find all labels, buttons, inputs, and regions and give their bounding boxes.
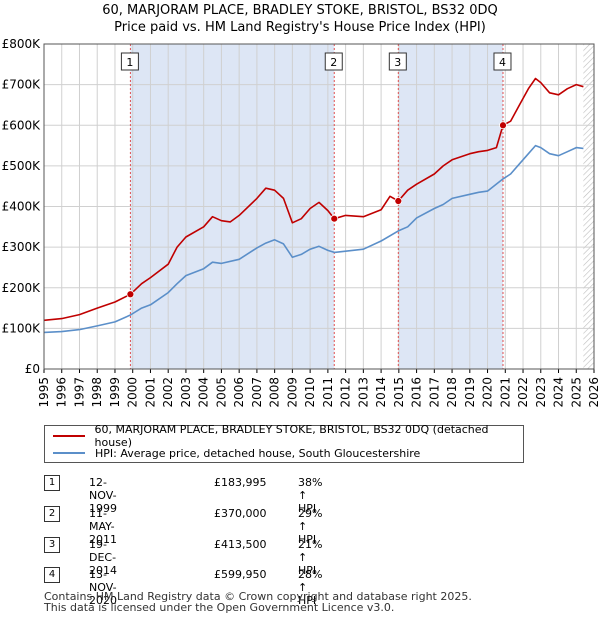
x-tick-label: 2010 xyxy=(303,377,317,408)
sale-point xyxy=(394,197,403,205)
y-tick-label: £800K xyxy=(2,37,42,51)
x-tick-label: 1999 xyxy=(108,377,122,408)
x-tick-label: 2007 xyxy=(250,377,264,408)
transaction-price: £183,995 xyxy=(214,476,267,489)
y-tick-label: £500K xyxy=(2,159,42,173)
transaction-date: 11-MAY-2011 xyxy=(89,507,117,546)
chart-title-line2: Price paid vs. HM Land Registry's House … xyxy=(114,20,486,35)
hpi-series-line xyxy=(43,144,584,334)
transaction-price: £599,950 xyxy=(214,568,267,581)
footer-copyright: Contains HM Land Registry data © Crown c… xyxy=(44,590,472,603)
x-tick-label: 2001 xyxy=(143,377,157,408)
sale-marker-label: 3 xyxy=(394,56,401,69)
sale-marker-box xyxy=(120,52,139,71)
x-tick-label: 2000 xyxy=(126,377,140,408)
transaction-hpi: 21% ↑ HPI xyxy=(298,538,323,577)
x-tick-label: 2022 xyxy=(516,377,530,408)
sale-marker-box xyxy=(493,52,512,71)
x-tick-label: 2024 xyxy=(552,377,566,408)
sale-marker-label: 2 xyxy=(330,56,337,69)
sale-marker-box xyxy=(324,52,343,71)
sale-marker-label: 4 xyxy=(499,56,506,69)
transaction-number: 1 xyxy=(44,475,60,491)
footer: Contains HM Land Registry data © Crown c… xyxy=(44,591,472,613)
transaction-hpi: 28% ↑ HPI xyxy=(298,568,323,607)
x-tick-label: 2009 xyxy=(285,377,299,408)
transaction-price: £370,000 xyxy=(214,507,267,520)
x-tick-label: 2004 xyxy=(197,377,211,408)
x-tick-label: 2006 xyxy=(232,377,246,408)
x-tick-label: 1997 xyxy=(72,377,86,408)
sale-point xyxy=(126,290,135,299)
x-tick-label: 2012 xyxy=(339,377,353,408)
sale-point xyxy=(499,121,507,130)
y-tick-label: £600K xyxy=(2,118,42,132)
plot-frame xyxy=(43,43,595,370)
y-tick-label: £100K xyxy=(2,321,42,335)
x-tick-label: 2002 xyxy=(161,377,175,408)
price-chart: £0 £100K £200K £300K £400K £500K £600K £700K £80… xyxy=(2,37,600,408)
transaction-date: 19-DEC-2014 xyxy=(89,538,117,577)
x-tick-label: 1998 xyxy=(90,377,104,408)
transaction-number: 4 xyxy=(44,567,60,583)
footer-licence: This data is licensed under the Open Gov… xyxy=(44,601,395,614)
x-tick-label: 2020 xyxy=(481,377,495,408)
x-tick-label: 2021 xyxy=(498,377,512,408)
y-tick-label: £200K xyxy=(2,281,42,295)
legend: 60, MARJORAM PLACE, BRADLEY STOKE, BRIST… xyxy=(44,423,524,463)
legend-label-hpi: HPI: Average price, detached house, Sout… xyxy=(95,446,421,460)
transaction-hpi: 38% ↑ HPI xyxy=(298,476,323,515)
transaction-date: 12-NOV-1999 xyxy=(89,476,117,515)
x-tick-label: 2017 xyxy=(427,377,441,408)
x-tick-label: 2005 xyxy=(214,377,228,408)
sale-marker-label: 1 xyxy=(126,56,133,69)
x-tick-label: 2026 xyxy=(587,377,600,408)
transaction-number: 3 xyxy=(44,537,60,553)
legend-label-property: 60, MARJORAM PLACE, BRADLEY STOKE, BRIST… xyxy=(94,423,489,449)
legend-item-property: 60, MARJORAM PLACE, BRADLEY STOKE, BRIST… xyxy=(53,423,523,449)
x-tick-label: 2011 xyxy=(321,377,335,408)
x-tick-label: 2015 xyxy=(392,377,406,408)
transaction-hpi: 29% ↑ HPI xyxy=(298,507,323,546)
legend-swatch-hpi xyxy=(53,452,85,454)
chart-title-line1: 60, MARJORAM PLACE, BRADLEY STOKE, BRIST… xyxy=(102,3,498,18)
x-tick-label: 2025 xyxy=(569,377,583,408)
transaction-date: 13-NOV-2020 xyxy=(89,568,117,607)
legend-swatch-property xyxy=(53,435,85,437)
x-tick-label: 1996 xyxy=(55,377,69,408)
x-tick-label: 2013 xyxy=(356,377,370,408)
legend-item-hpi: HPI: Average price, detached house, Sout… xyxy=(53,445,420,461)
x-tick-label: 1995 xyxy=(37,377,51,408)
y-tick-label: £300K xyxy=(2,240,42,254)
y-tick-label: £700K xyxy=(2,78,42,92)
sale-marker-box xyxy=(388,52,407,71)
transaction-price: £413,500 xyxy=(214,538,267,551)
x-tick-label: 2014 xyxy=(374,377,388,408)
x-tick-label: 2008 xyxy=(268,377,282,408)
y-tick-label: £0 xyxy=(25,362,40,376)
x-tick-label: 2019 xyxy=(463,377,477,408)
y-tick-label: £400K xyxy=(2,200,42,214)
x-tick-label: 2016 xyxy=(410,377,424,408)
transaction-number: 2 xyxy=(44,506,60,522)
sale-point xyxy=(330,214,339,223)
x-tick-label: 2023 xyxy=(534,377,548,408)
x-tick-label: 2003 xyxy=(179,377,193,408)
x-tick-label: 2018 xyxy=(445,377,459,408)
